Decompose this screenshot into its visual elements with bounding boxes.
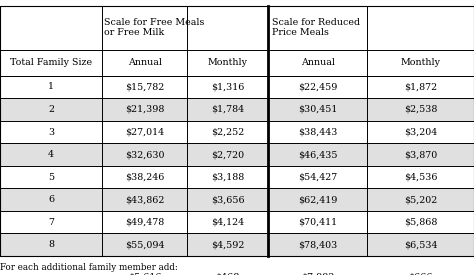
Text: $43,862: $43,862	[125, 195, 164, 204]
Text: $30,451: $30,451	[298, 105, 337, 114]
Text: $666: $666	[409, 272, 433, 275]
Text: 1: 1	[48, 82, 54, 91]
Text: $7,992: $7,992	[301, 272, 334, 275]
Text: $38,246: $38,246	[125, 173, 164, 182]
Bar	[0, 233, 474, 256]
Bar	[0, 143, 474, 166]
Text: $22,459: $22,459	[298, 82, 337, 91]
Text: 2: 2	[48, 105, 54, 114]
Text: $46,435: $46,435	[298, 150, 337, 159]
Text: $21,398: $21,398	[125, 105, 164, 114]
Text: $54,427: $54,427	[298, 173, 337, 182]
Text: $38,443: $38,443	[298, 128, 337, 136]
Text: $2,538: $2,538	[404, 105, 438, 114]
Text: $55,094: $55,094	[125, 240, 164, 249]
Text: Annual: Annual	[128, 58, 162, 67]
Text: $70,411: $70,411	[298, 218, 337, 227]
Text: $27,014: $27,014	[125, 128, 164, 136]
Text: $4,124: $4,124	[211, 218, 244, 227]
Text: Annual: Annual	[301, 58, 335, 67]
Text: $49,478: $49,478	[125, 218, 164, 227]
Text: Scale for Free Meals
or Free Milk: Scale for Free Meals or Free Milk	[104, 18, 205, 37]
Text: 3: 3	[48, 128, 54, 136]
Text: $3,188: $3,188	[211, 173, 244, 182]
Text: For each additional family member add:: For each additional family member add:	[0, 263, 178, 271]
Text: 8: 8	[48, 240, 54, 249]
Text: Monthly: Monthly	[208, 58, 247, 67]
Text: $32,630: $32,630	[125, 150, 164, 159]
Text: 6: 6	[48, 195, 54, 204]
Text: $3,656: $3,656	[211, 195, 244, 204]
Text: $78,403: $78,403	[298, 240, 337, 249]
Text: $3,204: $3,204	[404, 128, 438, 136]
Text: $1,872: $1,872	[404, 82, 437, 91]
Text: $2,252: $2,252	[211, 128, 244, 136]
Text: 7: 7	[48, 218, 54, 227]
Text: Total Family Size: Total Family Size	[10, 58, 92, 67]
Text: $4,592: $4,592	[211, 240, 244, 249]
Text: 4: 4	[48, 150, 54, 159]
Text: $3,870: $3,870	[404, 150, 438, 159]
Text: $62,419: $62,419	[298, 195, 337, 204]
Text: $5,202: $5,202	[404, 195, 438, 204]
Bar	[0, 98, 474, 121]
Text: $2,720: $2,720	[211, 150, 244, 159]
Text: $15,782: $15,782	[125, 82, 164, 91]
Text: $1,784: $1,784	[211, 105, 244, 114]
Bar	[0, 166, 474, 188]
Bar	[0, 121, 474, 143]
Text: $6,534: $6,534	[404, 240, 438, 249]
Text: $5,868: $5,868	[404, 218, 438, 227]
Text: Scale for Reduced
Price Meals: Scale for Reduced Price Meals	[272, 18, 360, 37]
Text: 5: 5	[48, 173, 54, 182]
Text: $4,536: $4,536	[404, 173, 438, 182]
Text: $5,616: $5,616	[128, 272, 161, 275]
Text: Monthly: Monthly	[401, 58, 441, 67]
Bar	[0, 188, 474, 211]
Bar	[0, 211, 474, 233]
Text: $468: $468	[215, 272, 240, 275]
Bar	[0, 76, 474, 98]
Text: $1,316: $1,316	[211, 82, 244, 91]
